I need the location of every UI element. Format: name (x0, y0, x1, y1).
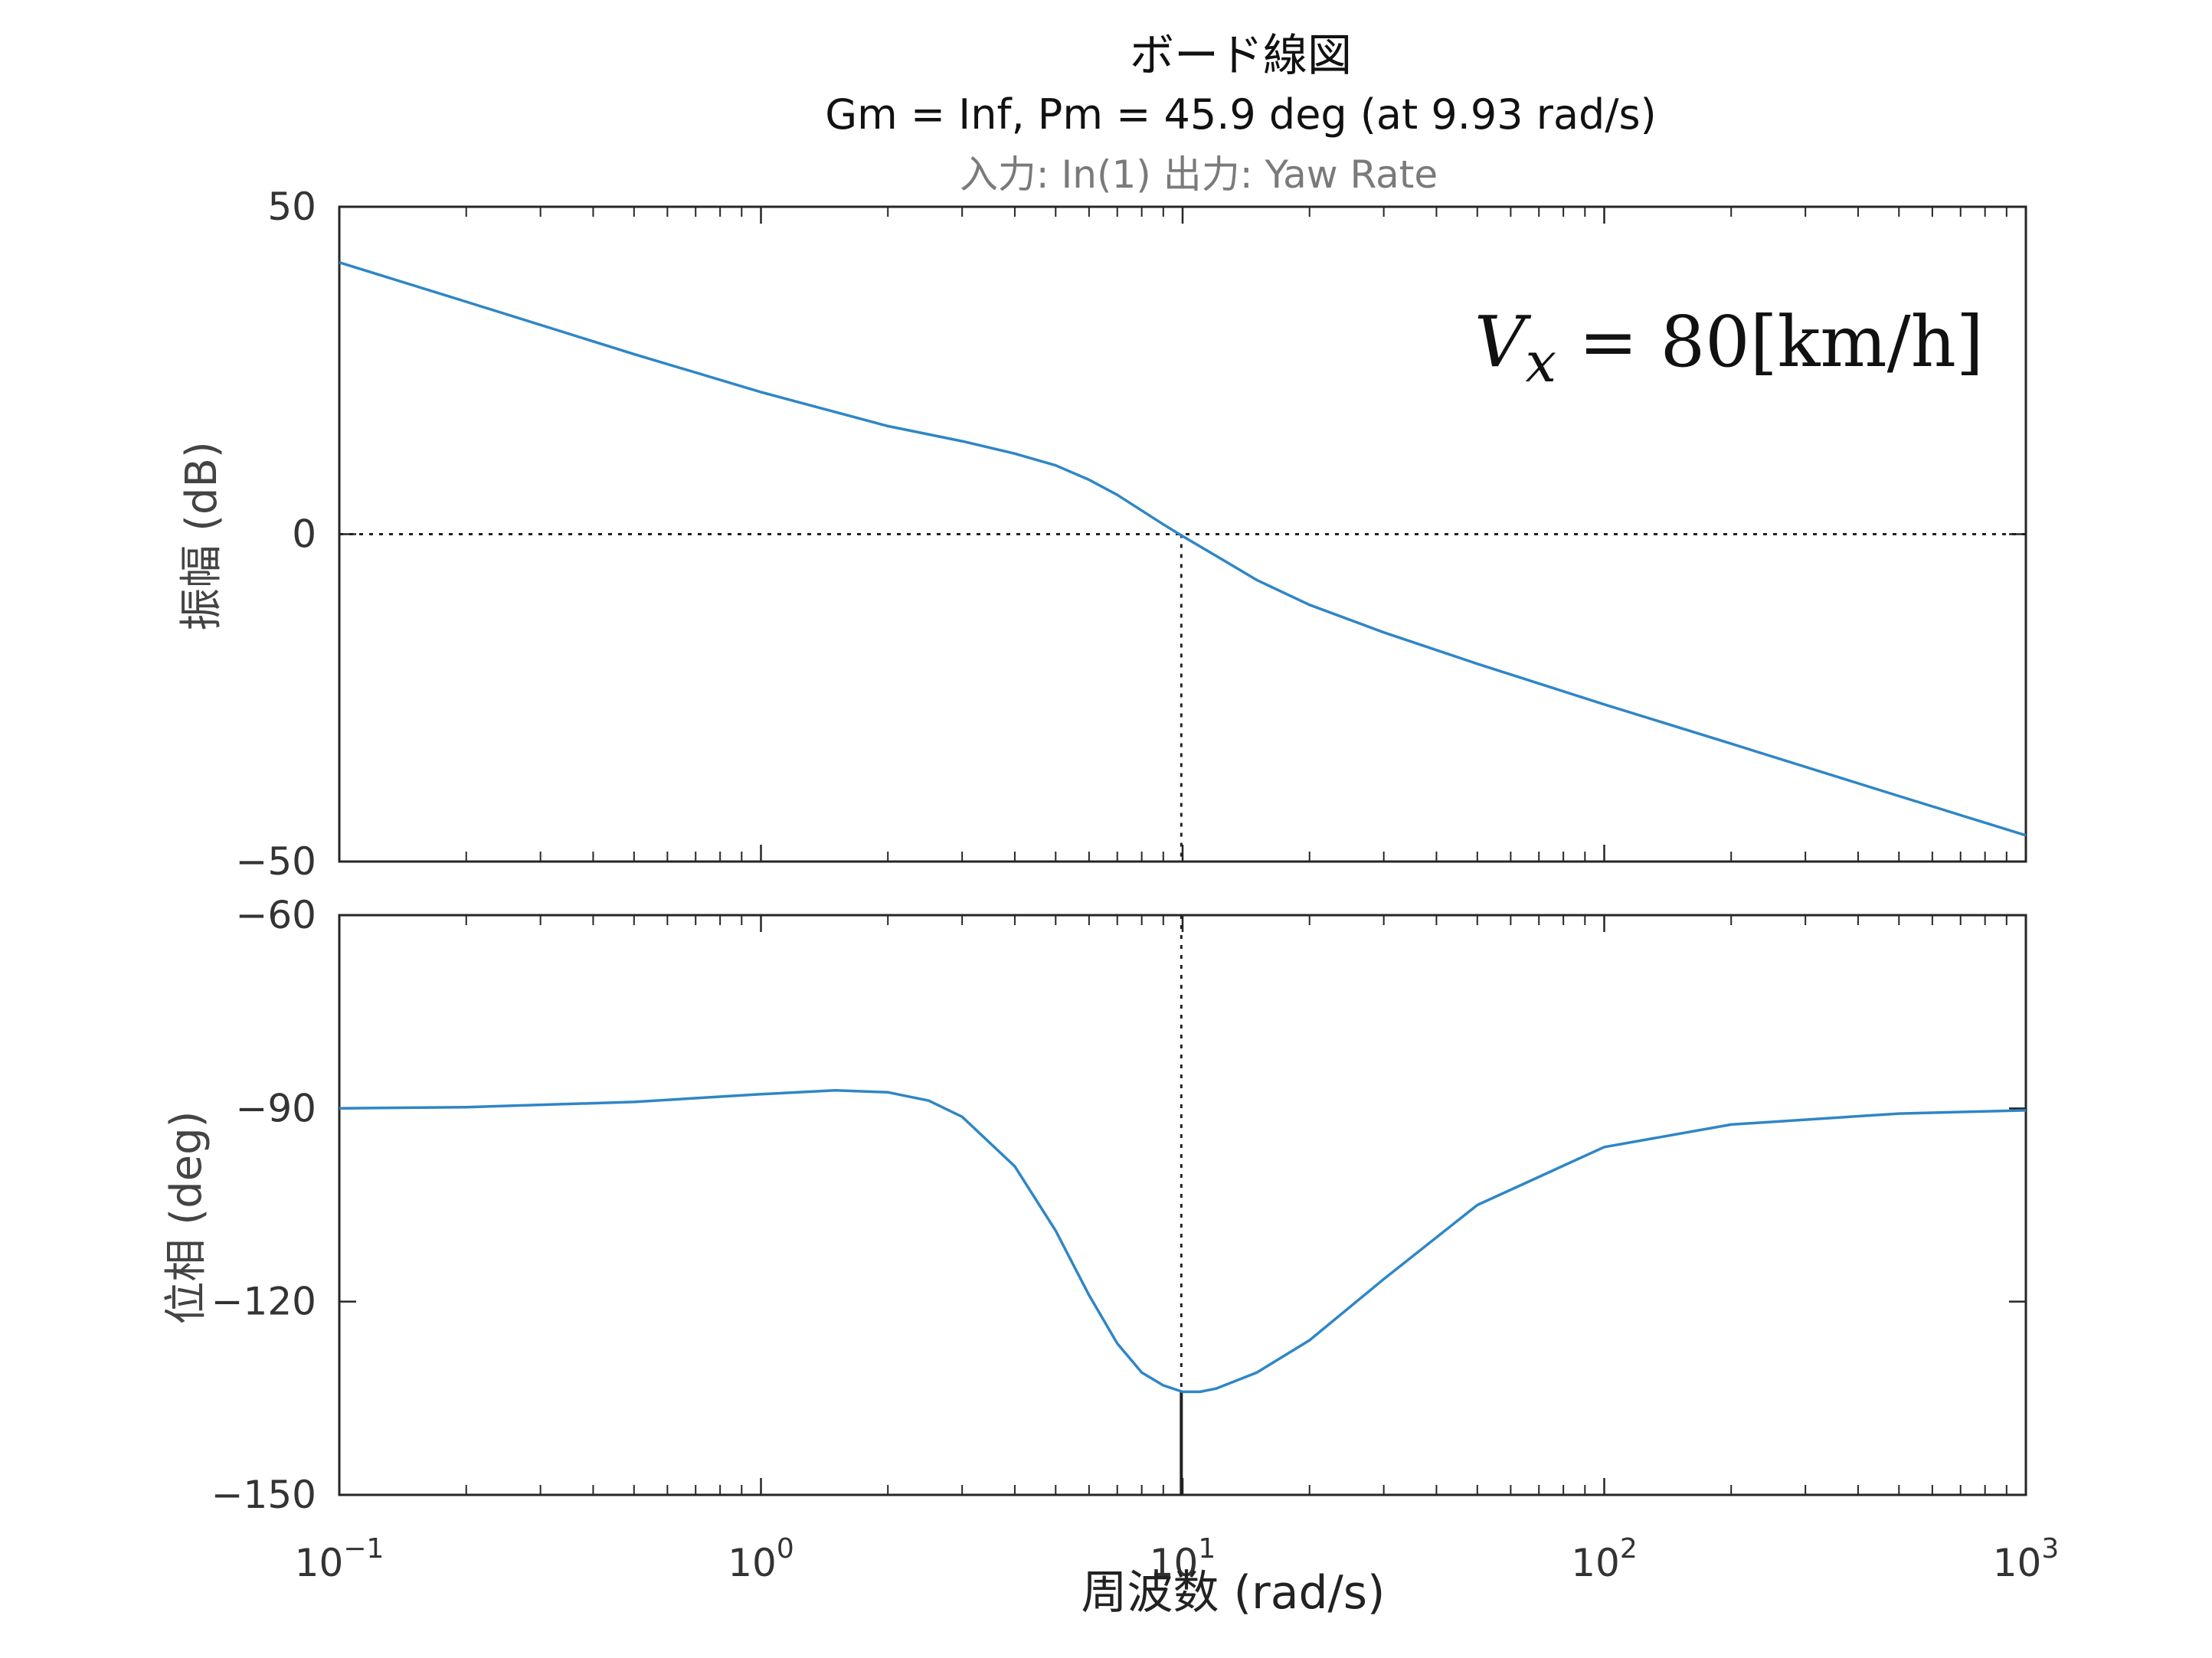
annotation-rest: = 80[km/h] (1556, 301, 1984, 383)
x-tick-label: 102 (1571, 1533, 1638, 1585)
magnitude-y-tick-label: 0 (292, 512, 316, 557)
io-title: 入力: In(1) 出力: Yaw Rate (960, 152, 1438, 197)
magnitude-curve (339, 261, 2027, 837)
annotation-subscript: x (1525, 330, 1556, 394)
magnitude-subplot: 50 0 −50 (235, 185, 2027, 884)
phase-curve (339, 1089, 2027, 1394)
magnitude-ylabel: 振幅 (dB) (177, 441, 227, 630)
x-tick-label: 100 (728, 1533, 794, 1585)
magnitude-y-tick-label: 50 (267, 185, 316, 229)
annotation-v: V (1474, 301, 1532, 383)
phase-y-tick-label: −90 (235, 1086, 316, 1130)
x-tick-labels: 10−1 100 101 102 103 (295, 1533, 2060, 1585)
phase-subplot: −60 −90 −120 −150 (211, 893, 2027, 1517)
x-tick-label: 10−1 (295, 1533, 384, 1585)
x-tick-label: 103 (1993, 1533, 2060, 1585)
magnitude-y-tick-label: −50 (235, 839, 316, 884)
phase-ylabel: 位相 (deg) (162, 1110, 211, 1324)
phase-y-tick-label: −120 (211, 1280, 316, 1324)
x-tick-label: 101 (1150, 1533, 1216, 1585)
speed-annotation: Vx = 80[km/h] (1474, 301, 1984, 394)
phase-y-tick-label: −150 (211, 1473, 316, 1517)
chart-title: ボード線図 (1130, 29, 1352, 81)
x-axis-label: 周波数 (rad/s) (1081, 1566, 1386, 1620)
chart-subtitle: Gm = Inf, Pm = 45.9 deg (at 9.93 rad/s) (825, 90, 1656, 139)
phase-y-tick-label: −60 (235, 893, 316, 937)
